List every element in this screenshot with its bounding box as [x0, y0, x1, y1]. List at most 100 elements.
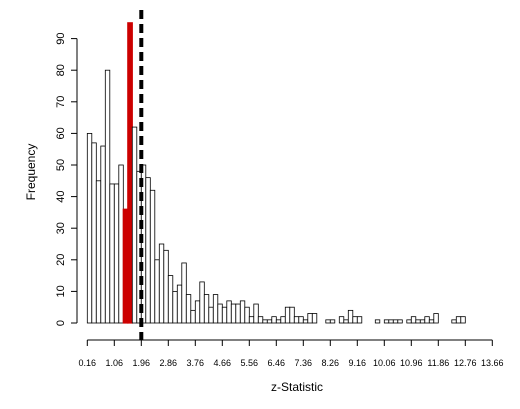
histogram-bar — [293, 316, 300, 324]
histogram-bar — [154, 259, 160, 324]
histogram-bar — [194, 300, 201, 324]
histogram-bar — [271, 316, 277, 324]
histogram-bar — [289, 306, 295, 324]
histogram-bar — [329, 319, 336, 324]
histogram-bar — [91, 142, 97, 324]
histogram-bar-highlighted — [127, 22, 133, 324]
histogram-bar — [392, 319, 399, 324]
histogram-bar — [424, 316, 430, 324]
y-tick-label: 90 — [55, 32, 67, 44]
histogram-bar — [298, 316, 304, 324]
histogram-bar — [419, 319, 426, 324]
histogram-bar-highlighted — [122, 208, 129, 324]
histogram-bar — [176, 284, 183, 324]
histogram-bar — [451, 319, 457, 324]
histogram-bar — [145, 177, 151, 324]
histogram-bar — [356, 316, 363, 324]
y-tick-label: 30 — [55, 222, 67, 234]
x-tick-label: 7.36 — [295, 358, 313, 368]
x-tick-label: 11.86 — [427, 358, 449, 368]
histogram-bar — [203, 294, 210, 324]
y-axis-title: Frequency — [24, 144, 38, 201]
histogram-bar — [109, 183, 115, 324]
histogram-bar — [325, 319, 331, 324]
histogram-bar — [113, 183, 120, 324]
histogram-bar — [374, 319, 381, 324]
histogram-bar — [415, 319, 421, 324]
histogram-bar — [95, 180, 102, 324]
histogram-bar — [262, 319, 268, 324]
histogram-bar — [226, 300, 232, 324]
x-axis: 0.16 1.06 1.96 2.86 3.76 4.66 5.56 6.46 7.36 8.26… — [79, 339, 504, 368]
histogram-bar — [217, 303, 223, 324]
histogram-bar — [230, 303, 237, 324]
histogram-bar — [199, 281, 205, 324]
histogram-bar — [190, 309, 196, 324]
x-tick-label: 1.06 — [106, 358, 124, 368]
x-tick-label: 9.16 — [349, 358, 367, 368]
y-tick-label: 60 — [55, 127, 67, 139]
histogram-bar — [167, 275, 174, 324]
y-tick-label: 10 — [55, 285, 67, 297]
x-tick-label: 4.66 — [214, 358, 232, 368]
histogram-bar — [100, 145, 106, 324]
histogram-bar — [266, 319, 273, 324]
histogram-bar — [257, 316, 264, 324]
histogram-bar — [338, 316, 345, 324]
histogram-bar — [397, 319, 403, 324]
y-axis: 0 10 20 30 40 50 60 70 80 90 — [55, 32, 78, 326]
x-tick-label: 2.86 — [160, 358, 178, 368]
bars-group — [86, 22, 466, 324]
histogram-bar — [284, 306, 291, 324]
y-tick-label: 80 — [55, 64, 67, 76]
histogram-bar — [221, 306, 228, 324]
histogram-bar — [460, 316, 466, 324]
histogram-bar — [163, 249, 169, 324]
histogram-bar — [86, 132, 93, 324]
histogram-bar — [235, 303, 241, 324]
histogram-bar — [428, 319, 435, 324]
histogram-bar — [302, 319, 309, 324]
x-tick-label: 1.96 — [133, 358, 151, 368]
histogram-bar — [275, 319, 282, 324]
x-axis-title: z-Statistic — [271, 380, 323, 394]
x-tick-label: 10.06 — [373, 358, 396, 368]
y-tick-label: 0 — [55, 320, 67, 326]
histogram-bar — [433, 313, 439, 324]
histogram-bar — [307, 313, 313, 324]
histogram-bar — [212, 294, 219, 324]
histogram-bar — [406, 319, 412, 324]
histogram-bar — [158, 243, 165, 324]
histogram-bar — [131, 126, 138, 324]
histogram-bar — [104, 69, 111, 324]
histogram-bar — [248, 316, 255, 324]
histogram-bar — [388, 319, 394, 324]
histogram-bar — [253, 303, 259, 324]
histogram-bar — [343, 319, 349, 324]
x-tick-label: 13.66 — [481, 358, 504, 368]
histogram-bar — [239, 300, 246, 324]
histogram-bar — [118, 164, 124, 324]
histogram-bar — [208, 306, 214, 324]
y-tick-label: 50 — [55, 159, 67, 171]
histogram-bar — [280, 316, 286, 324]
histogram-bar — [185, 294, 192, 324]
histogram-bar — [244, 306, 250, 324]
y-tick-label: 40 — [55, 190, 67, 202]
histogram-bar — [181, 262, 187, 324]
histogram-bar — [149, 189, 156, 324]
histogram-bar — [347, 309, 354, 324]
histogram-bar — [455, 316, 462, 324]
x-tick-label: 8.26 — [322, 358, 340, 368]
x-tick-label: 5.56 — [241, 358, 259, 368]
histogram-bar — [352, 316, 358, 324]
x-tick-label: 0.16 — [79, 358, 97, 368]
x-tick-label: 12.76 — [454, 358, 477, 368]
x-tick-label: 3.76 — [187, 358, 205, 368]
histogram-bar — [140, 164, 147, 324]
x-tick-label: 6.46 — [268, 358, 286, 368]
y-tick-label: 70 — [55, 96, 67, 108]
histogram-bar — [410, 316, 417, 324]
x-tick-label: 10.96 — [400, 358, 423, 368]
